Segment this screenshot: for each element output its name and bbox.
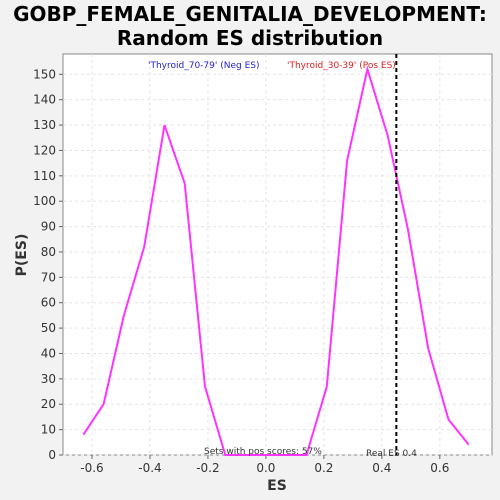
real-es-annotation: Real ES 0.4 (366, 449, 417, 459)
x-tick-label: 0.2 (314, 461, 333, 475)
y-tick-label: 140 (33, 93, 56, 107)
axis-ticks: 0 10 20 30 40 50 60 70 80 90 100 110 120 130 140 150 -0.… (33, 67, 449, 475)
y-tick-label: 60 (41, 296, 56, 310)
x-tick-label: 0.4 (372, 461, 391, 475)
pos-scores-annotation: Sets with pos scores: 57% (204, 447, 322, 457)
x-tick-label: -0.6 (80, 461, 103, 475)
x-axis-label: ES (267, 478, 287, 494)
y-tick-label: 50 (41, 321, 56, 335)
y-tick-label: 100 (33, 194, 56, 208)
x-tick-label: 0.6 (430, 461, 449, 475)
x-tick-label: -0.2 (196, 461, 219, 475)
x-tick-label: -0.4 (138, 461, 161, 475)
x-tick-label: 0.0 (256, 461, 275, 475)
series-lines (82, 65, 470, 456)
y-tick-label: 40 (41, 346, 56, 360)
y-tick-label: 80 (41, 245, 56, 259)
chart-title-line-1: GOBP_FEMALE_GENITALIA_DEVELOPMENT: (13, 2, 487, 26)
y-tick-label: 10 (41, 423, 56, 437)
y-tick-label: 20 (41, 397, 56, 411)
y-axis-label: P(ES) (14, 234, 30, 277)
y-tick-label: 70 (41, 270, 56, 284)
y-tick-label: 130 (33, 118, 56, 132)
y-tick-label: 150 (33, 67, 56, 81)
chart-title-line-2: Random ES distribution (116, 26, 384, 50)
grid-lines (63, 54, 492, 456)
y-tick-label: 90 (41, 220, 56, 234)
y-tick-label: 110 (33, 169, 56, 183)
legend-pos-es: 'Thyroid_30-39' (Pos ES) (287, 61, 396, 71)
y-tick-label: 30 (41, 372, 56, 386)
y-tick-label: 0 (48, 448, 56, 462)
legend-neg-es: 'Thyroid_70-79' (Neg ES) (148, 61, 259, 71)
y-tick-label: 120 (33, 143, 56, 157)
series-line (82, 65, 470, 456)
plot-area (62, 53, 493, 456)
